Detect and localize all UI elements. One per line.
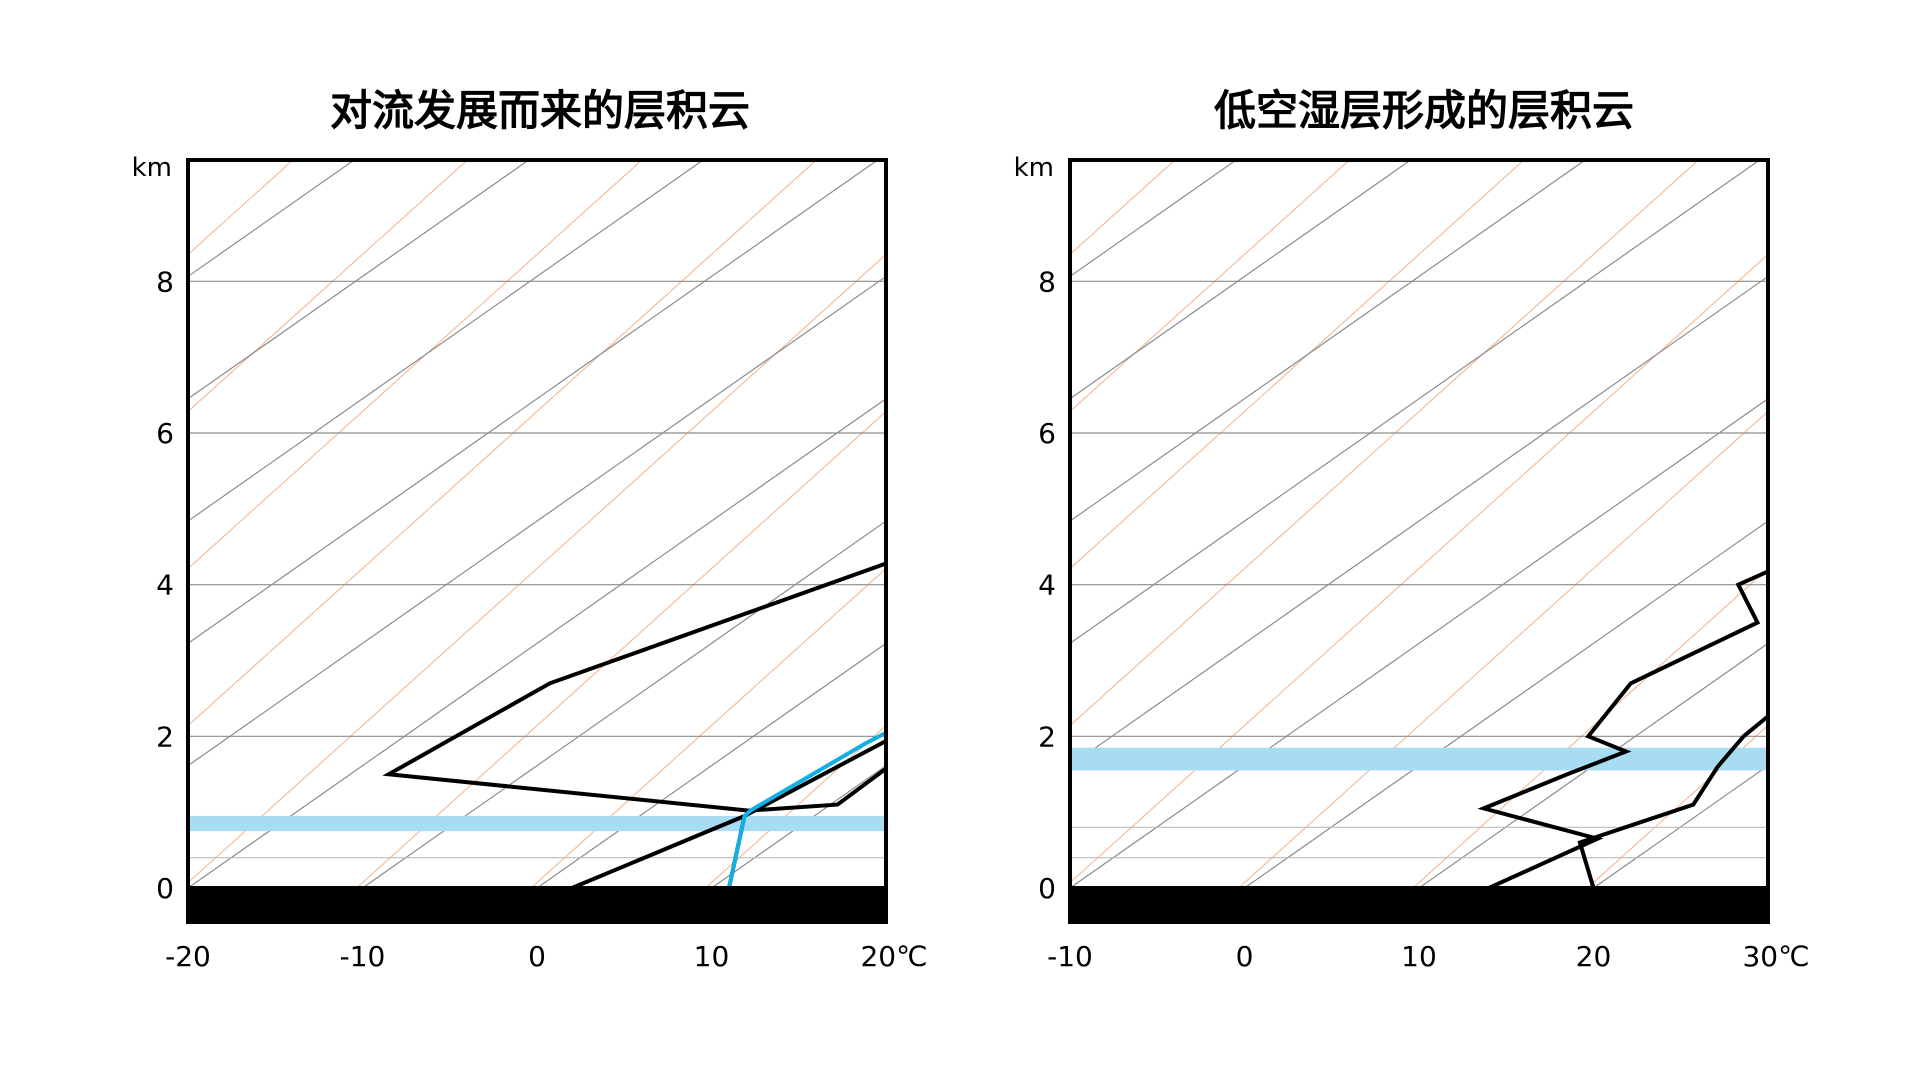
skewt-chart-left: 对流发展而来的层积云 km 0 2 4 6 8 -20 -10 0 10 20℃: [0, 0, 1920, 1040]
dew-point-line: [571, 738, 886, 888]
x-tick-label: -20: [165, 940, 211, 973]
isotherm-line: [1834, 84, 1920, 964]
dry-adiabat: [1070, 160, 1525, 570]
isotherm-line: [1070, 160, 1238, 278]
chart-title: 对流发展而来的层积云: [330, 86, 750, 135]
isotherm-line: [1592, 764, 1768, 888]
y-unit-label: km: [132, 153, 172, 183]
dry-adiabat: [1412, 567, 1768, 888]
x-tick-label: 10: [1401, 940, 1437, 973]
dry-adiabat: [188, 160, 469, 413]
isotherm-line: [0, 84, 821, 964]
isotherm-line: [188, 160, 705, 522]
isotherm-line: [535, 642, 886, 888]
y-unit-label: km: [1014, 153, 1054, 183]
dry-adiabat: [0, 0, 1419, 1040]
dry-adiabat: [530, 567, 886, 888]
dry-adiabat: [23, 0, 1920, 1040]
plot-frame: [186, 158, 888, 890]
x-tick-label: -10: [340, 940, 386, 973]
y-tick-label: 8: [156, 265, 174, 298]
temperature-line: [1577, 713, 1768, 888]
x-tick-label: 30℃: [1742, 940, 1809, 973]
x-tick-label: 0: [1236, 940, 1254, 973]
dry-adiabat: [0, 0, 1920, 1040]
isotherm-line: [361, 520, 886, 888]
dry-adiabat: [1070, 160, 1351, 413]
y-tick-label: 4: [1038, 569, 1056, 602]
dry-adiabat: [0, 0, 1410, 1040]
dry-adiabat: [1070, 160, 1176, 256]
y-tick-label: 0: [156, 872, 174, 905]
dry-adiabat: [1070, 253, 1768, 884]
isotherm-line: [1070, 160, 1587, 522]
dry-adiabat: [1237, 410, 1768, 888]
dry-adiabat: [0, 0, 1920, 1040]
isotherm-line: [1070, 160, 1761, 645]
dry-adiabat: [0, 0, 1584, 1040]
parcel-line: [727, 730, 886, 888]
cloud-layer-band: [188, 815, 886, 832]
plot-frame: [1068, 158, 1770, 890]
dry-adiabat: [355, 410, 886, 888]
dry-adiabat: [188, 160, 818, 727]
dry-adiabat: [0, 0, 712, 1040]
ground-bar: [1068, 888, 1770, 924]
dry-adiabat: [704, 724, 886, 888]
isotherm-line: [1070, 398, 1768, 888]
dew-point-line: [1477, 569, 1768, 888]
dry-adiabat: [0, 0, 1920, 1040]
y-tick-label: 8: [1038, 265, 1056, 298]
dry-adiabat: [0, 0, 1920, 1040]
dry-adiabat: [0, 0, 537, 1040]
isotherm-line: [1243, 520, 1768, 888]
temperature-line: [382, 561, 886, 813]
isotherm-line: [1070, 275, 1768, 767]
x-tick-label: 0: [528, 940, 546, 973]
isotherm-line: [0, 84, 113, 964]
x-tick-label: 10: [694, 940, 730, 973]
x-tick-label: 20: [1576, 940, 1612, 973]
isotherm-line: [188, 275, 886, 767]
isotherm-line: [188, 160, 356, 278]
dry-adiabat: [188, 253, 886, 884]
dry-adiabat: [188, 160, 294, 256]
isotherm-line: [1766, 887, 1768, 888]
y-tick-label: 4: [156, 569, 174, 602]
y-tick-label: 0: [1038, 872, 1056, 905]
plot-grid: [0, 0, 1920, 1040]
dry-adiabat: [0, 0, 1920, 1040]
isotherm-line: [884, 887, 886, 888]
x-tick-label: -10: [1047, 940, 1093, 973]
isotherm-line: [710, 764, 886, 888]
plot-grid: [0, 0, 1920, 1040]
isotherm-line: [1070, 160, 1412, 400]
y-tick-label: 2: [1038, 720, 1056, 753]
y-tick-label: 6: [156, 417, 174, 450]
dry-adiabat: [188, 160, 643, 570]
chart-title: 低空湿层形成的层积云: [1214, 86, 1634, 135]
x-tick-label: 20℃: [860, 940, 927, 973]
y-tick-label: 6: [1038, 417, 1056, 450]
isotherm-line: [0, 84, 995, 964]
dry-adiabat: [1070, 160, 1700, 727]
dry-adiabat: [0, 0, 1920, 1040]
isotherm-line: [952, 84, 1920, 964]
isotherm-line: [0, 84, 1170, 964]
y-tick-label: 2: [156, 720, 174, 753]
isotherm-line: [188, 160, 530, 400]
dry-adiabat: [0, 0, 1594, 1040]
cloud-layer-band: [1070, 747, 1768, 771]
ground-bar: [186, 888, 888, 924]
isotherm-line: [188, 160, 879, 645]
